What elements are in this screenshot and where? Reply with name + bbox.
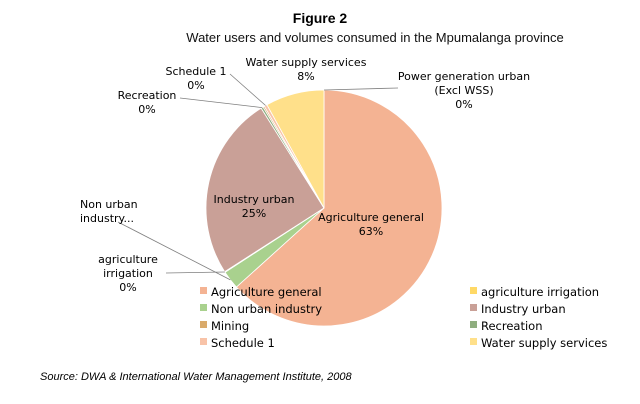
legend-label: Schedule 1 bbox=[211, 336, 275, 350]
legend-item-water-supply-services: Water supply services bbox=[470, 336, 607, 350]
legend-swatch bbox=[470, 321, 477, 328]
label-text-water-supply-services: Water supply services bbox=[246, 56, 367, 69]
label-text-agriculture-irrigation: irrigation bbox=[103, 267, 153, 280]
legend-label: Industry urban bbox=[481, 302, 566, 316]
label-text-non-urban-industry: Non urban bbox=[80, 198, 138, 211]
label-text-power-generation-urban-excl-wss: Power generation urban bbox=[398, 70, 530, 83]
pct-label-recreation: 0% bbox=[138, 103, 155, 116]
label-text-power-generation-urban-excl-wss: (Excl WSS) bbox=[434, 84, 493, 97]
figure-title: Figure 2 bbox=[292, 10, 348, 26]
legend-item-non-urban-industry: Non urban industry bbox=[200, 302, 322, 316]
label-text-industry-urban: Industry urban bbox=[214, 193, 295, 206]
pct-label-industry-urban: 25% bbox=[242, 207, 266, 220]
label-text-schedule-1: Schedule 1 bbox=[165, 65, 226, 78]
pct-label-schedule-1: 0% bbox=[187, 79, 204, 92]
leader-line-non-urban-industry bbox=[117, 221, 231, 281]
pct-label-agriculture-general: 63% bbox=[359, 225, 383, 238]
leader-line-schedule-1 bbox=[229, 73, 266, 106]
legend-swatch bbox=[200, 304, 207, 311]
pct-label-agriculture-irrigation: 0% bbox=[119, 281, 136, 294]
pie-slice-industry-urban bbox=[205, 107, 325, 273]
legend-swatch bbox=[470, 304, 477, 311]
legend-item-mining: Mining bbox=[200, 319, 249, 333]
figure-subtitle: Water users and volumes consumed in the … bbox=[186, 30, 564, 45]
data-label-non-urban-industry: Non urbanindustry... bbox=[80, 198, 138, 225]
legend-label: Water supply services bbox=[481, 336, 607, 350]
pie-slice-agriculture-general bbox=[235, 89, 443, 327]
legend-label: Mining bbox=[211, 319, 249, 333]
legend-swatch bbox=[470, 287, 477, 294]
label-text-recreation: Recreation bbox=[118, 89, 177, 102]
data-label-power-generation-urban-excl-wss: Power generation urban(Excl WSS)0% bbox=[398, 70, 530, 111]
leader-line-recreation bbox=[179, 97, 263, 108]
pie-slice-water-supply-services bbox=[266, 89, 325, 209]
pct-label-water-supply-services: 8% bbox=[297, 70, 314, 83]
legend-label: Non urban industry bbox=[211, 302, 322, 316]
legend-item-agriculture-general: Agriculture general bbox=[200, 285, 322, 299]
legend-item-recreation: Recreation bbox=[470, 319, 543, 333]
legend-swatch bbox=[200, 321, 207, 328]
source-note: Source: DWA & International Water Manage… bbox=[40, 371, 352, 383]
label-text-agriculture-irrigation: agriculture bbox=[98, 253, 158, 266]
pct-label-power-generation-urban-excl-wss: 0% bbox=[455, 98, 472, 111]
legend-item-agriculture-irrigation: agriculture irrigation bbox=[470, 285, 599, 299]
data-label-schedule-1: Schedule 10% bbox=[165, 65, 226, 92]
leader-line-agriculture-irrigation bbox=[165, 271, 225, 274]
legend-item-schedule-1: Schedule 1 bbox=[200, 336, 275, 350]
legend-item-industry-urban: Industry urban bbox=[470, 302, 566, 316]
legend-label: Agriculture general bbox=[211, 285, 322, 299]
label-text-non-urban-industry: industry... bbox=[80, 212, 134, 225]
leader-line-power-generation-urban-excl-wss bbox=[323, 87, 399, 91]
legend-swatch bbox=[200, 287, 207, 294]
legend-swatch bbox=[200, 338, 207, 345]
legend-label: agriculture irrigation bbox=[481, 285, 599, 299]
legend-label: Recreation bbox=[481, 319, 543, 333]
label-text-agriculture-general: Agriculture general bbox=[318, 211, 424, 224]
legend-swatch bbox=[470, 338, 477, 345]
